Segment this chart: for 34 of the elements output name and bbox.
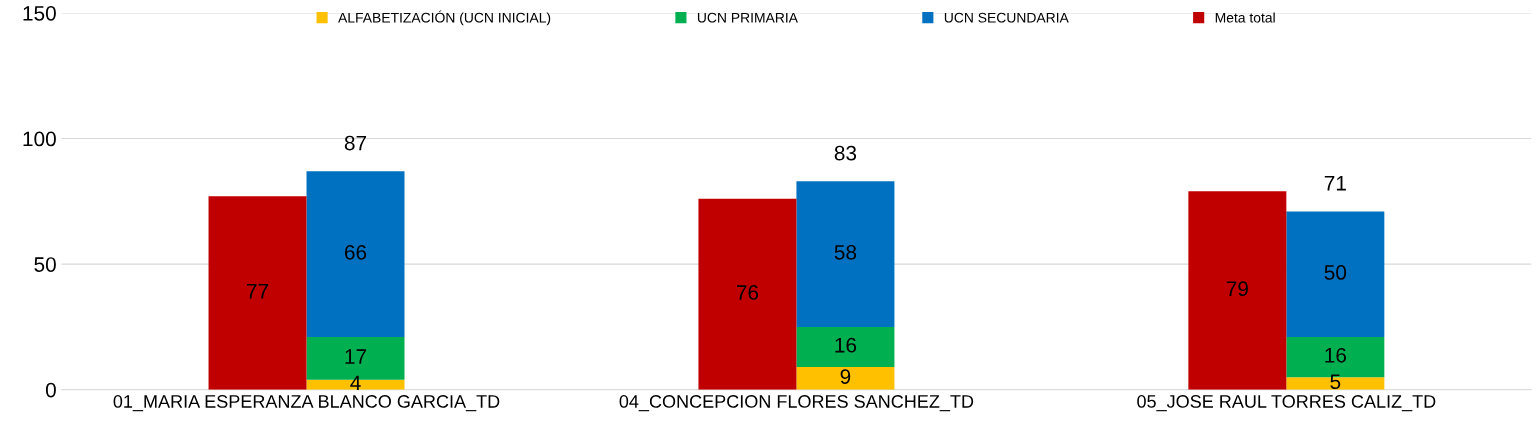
data-label: 5 [1330, 374, 1341, 390]
y-tick-label: 150 [23, 5, 56, 21]
y-tick-label: 100 [23, 131, 56, 147]
data-label: 16 [835, 337, 857, 353]
data-label: 79 [1226, 281, 1248, 297]
data-label: 9 [840, 369, 851, 384]
bar [796, 367, 895, 390]
data-label: 17 [345, 349, 367, 364]
y-tick-label: 0 [45, 382, 56, 398]
annotation: 83 [834, 145, 857, 161]
legend-label: UCN PRIMARIA [697, 12, 798, 23]
bar [796, 326, 895, 368]
data-label: 76 [736, 285, 759, 300]
bar [796, 181, 895, 327]
bar [208, 196, 307, 390]
data-label: 77 [247, 284, 269, 299]
data-label: 16 [1325, 347, 1347, 363]
bar [306, 171, 405, 337]
x-tick-label: 05_JOSE RAUL TORRES CALIZ_TD [1137, 395, 1436, 412]
annotation: 71 [1324, 176, 1346, 191]
bar [1286, 211, 1385, 337]
x-tick-label: 04_CONCEPCION FLORES SANCHEZ_TD [619, 395, 974, 412]
bar [1188, 191, 1287, 390]
legend-label: Meta total [1215, 12, 1275, 23]
bar [698, 198, 797, 390]
legend-label: ALFABETIZACIÓN (UCN INICIAL) [338, 10, 551, 26]
x-tick-label: 01_MARIA ESPERANZA BLANCO GARCIA_TD [113, 395, 500, 412]
data-label: 50 [1324, 265, 1347, 280]
annotation: 87 [344, 135, 367, 151]
legend-label: UCN SECUNDARIA [944, 12, 1069, 23]
y-tick-label: 50 [34, 257, 56, 272]
data-label: 66 [344, 244, 367, 260]
data-label: 58 [834, 244, 857, 260]
data-label: 4 [350, 375, 361, 391]
